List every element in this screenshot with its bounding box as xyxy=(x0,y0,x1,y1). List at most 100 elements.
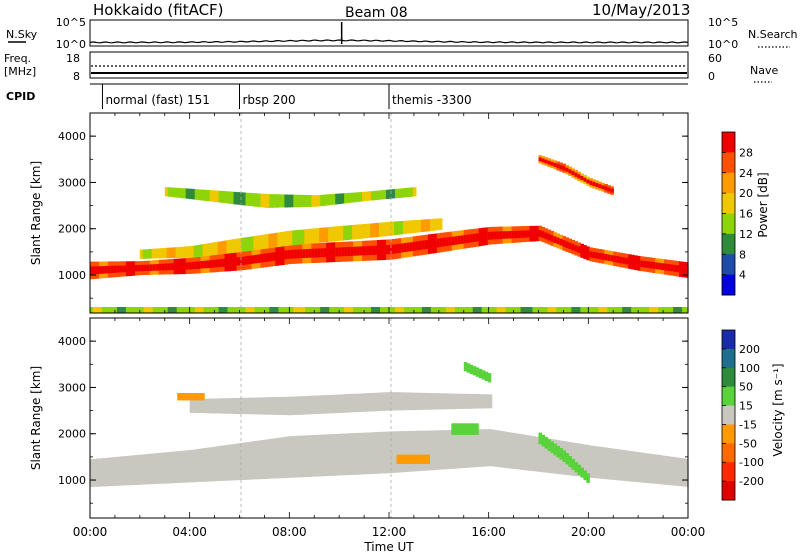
heatmap-cell xyxy=(290,307,294,313)
heatmap-cell xyxy=(464,393,469,409)
heatmap-cell xyxy=(227,444,232,481)
heatmap-cell xyxy=(215,190,220,203)
heatmap-cell xyxy=(173,451,178,484)
colorbar-tick-label: 100 xyxy=(739,362,760,375)
heatmap-cell xyxy=(622,450,626,481)
heatmap-cell xyxy=(640,452,644,483)
heatmap-cell xyxy=(274,232,278,248)
heatmap-cell xyxy=(604,307,608,313)
heatmap-cell xyxy=(526,435,531,471)
heatmap-cell xyxy=(200,261,205,269)
heatmap-cell xyxy=(218,259,223,267)
heatmap-cell xyxy=(676,265,680,273)
time-tick-label: 08:00 xyxy=(272,525,307,539)
heatmap-cell xyxy=(469,423,473,435)
heatmap-cell xyxy=(332,193,336,205)
heatmap-cell xyxy=(198,398,203,414)
heatmap-cell xyxy=(550,439,555,474)
heatmap-cell xyxy=(245,307,250,313)
heatmap-cell xyxy=(197,189,202,201)
heatmap-cell xyxy=(330,394,334,414)
heatmap-cell xyxy=(173,263,178,270)
colorbar-swatch xyxy=(722,424,735,444)
heatmap-cell xyxy=(598,446,602,479)
heatmap-cell xyxy=(271,233,275,248)
heatmap-cell xyxy=(364,223,368,239)
heatmap-cell xyxy=(410,392,415,411)
heatmap-cell xyxy=(206,260,211,268)
heatmap-cell xyxy=(377,432,381,474)
heatmap-cell xyxy=(383,245,387,255)
heatmap-cell xyxy=(499,430,504,468)
heatmap-cell xyxy=(200,307,205,313)
heatmap-cell xyxy=(435,218,440,231)
range-tick-label: 3000 xyxy=(58,176,86,189)
heatmap-cell xyxy=(113,307,118,313)
heatmap-cell xyxy=(568,242,572,250)
heatmap-cell xyxy=(254,440,259,480)
heatmap-cell xyxy=(402,454,407,464)
heatmap-cell xyxy=(110,457,115,487)
heatmap-cell xyxy=(245,442,250,480)
heatmap-cell xyxy=(398,307,402,313)
heatmap-cell xyxy=(535,307,540,313)
colorbar-tick-label: 15 xyxy=(739,400,753,413)
heatmap-cell xyxy=(320,434,324,477)
heatmap-cell xyxy=(392,244,396,254)
heatmap-cell xyxy=(237,397,242,414)
heatmap-cell xyxy=(176,451,181,483)
heatmap-cell xyxy=(592,251,596,259)
heatmap-cell xyxy=(288,396,292,416)
heatmap-cell xyxy=(312,395,316,415)
heatmap-cell xyxy=(277,232,281,247)
heatmap-cell xyxy=(311,307,315,313)
heatmap-cell xyxy=(347,307,351,313)
heatmap-cell xyxy=(430,307,435,313)
velocity-x-axis xyxy=(89,318,689,518)
heatmap-cell xyxy=(99,458,103,487)
heatmap-cell xyxy=(369,393,373,412)
heatmap-cell xyxy=(105,457,109,487)
heatmap-cell xyxy=(508,231,513,239)
heatmap-cell xyxy=(643,260,647,268)
nave-tick-bottom: 0 xyxy=(708,70,715,83)
range-tick-label: 4000 xyxy=(58,335,86,348)
heatmap-cell xyxy=(188,262,193,270)
heatmap-cell xyxy=(311,195,315,207)
heatmap-cell xyxy=(358,224,362,239)
heatmap-cell xyxy=(420,454,424,464)
colorbar-swatch xyxy=(722,254,735,276)
heatmap-cell xyxy=(395,307,399,313)
heatmap-cell xyxy=(411,220,416,233)
heatmap-cell xyxy=(290,436,294,478)
heatmap-cell xyxy=(296,249,300,259)
heatmap-cell xyxy=(571,307,575,313)
heatmap-cell xyxy=(343,225,347,241)
heatmap-cell xyxy=(670,456,674,486)
heatmap-cell xyxy=(451,423,455,435)
heatmap-cell xyxy=(334,226,338,242)
heatmap-cell xyxy=(574,172,578,177)
heatmap-cell xyxy=(417,219,422,233)
nsearch-tick-top: 10^5 xyxy=(708,16,738,29)
heatmap-cell xyxy=(454,423,458,435)
heatmap-cell xyxy=(403,307,408,313)
heatmap-cell xyxy=(421,240,426,250)
power-colorbar-label: Power [dB] xyxy=(756,172,770,237)
heatmap-cell xyxy=(352,224,356,240)
heatmap-cell xyxy=(184,246,189,258)
heatmap-cell xyxy=(417,454,421,464)
heatmap-cell xyxy=(484,371,489,381)
colorbar-swatch xyxy=(722,386,735,407)
heatmap-cell xyxy=(341,433,345,476)
heatmap-cell xyxy=(634,259,638,266)
heatmap-cell xyxy=(389,307,393,313)
heatmap-cell xyxy=(487,373,492,383)
heatmap-cell xyxy=(389,189,393,199)
heatmap-cell xyxy=(381,392,385,411)
heatmap-cell xyxy=(257,307,261,313)
heatmap-cell xyxy=(487,429,492,467)
heatmap-cell xyxy=(423,219,428,232)
heatmap-cell xyxy=(227,191,232,204)
heatmap-cell xyxy=(649,453,653,484)
